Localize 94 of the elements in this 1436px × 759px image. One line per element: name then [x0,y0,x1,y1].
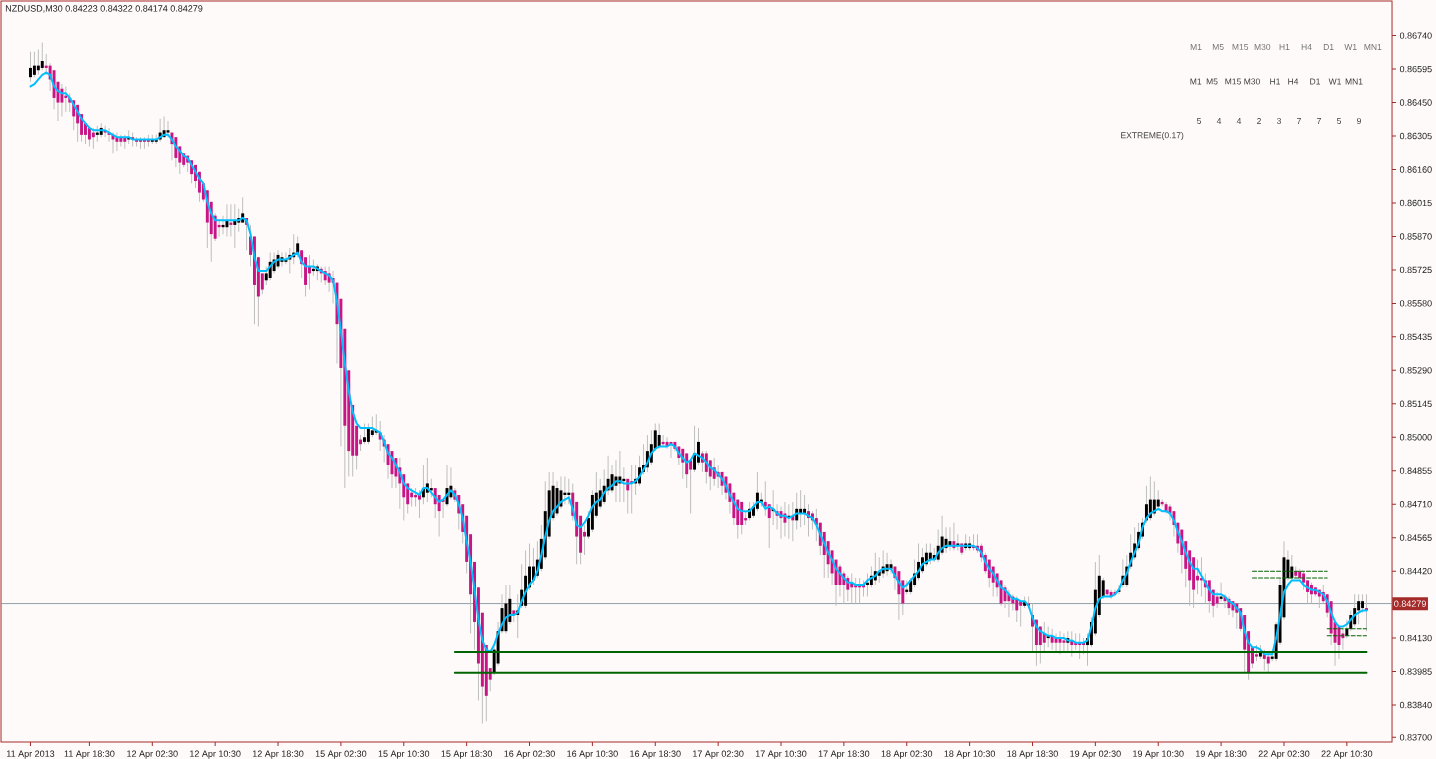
x-tick-label: 19 Apr 18:30 [1196,750,1247,759]
annotation: M30 [1244,78,1260,85]
candlestick [366,422,370,445]
y-tick-label: 0.83985 [1399,668,1432,675]
y-tick-label: 0.84855 [1399,467,1432,474]
candlestick [225,203,229,237]
y-tick-label: 0.86740 [1399,32,1432,39]
candlestick [418,489,421,519]
annotation: MN1 [1364,44,1382,50]
annotation: 7 [1317,118,1321,124]
annotation: EXTREME(0.17) [1121,132,1184,140]
annotation: 4 [1236,118,1242,124]
candlestick [697,427,700,466]
y-tick-label: 0.85435 [1399,333,1432,341]
x-tick-label: 11 Apr 18:30 [64,750,115,759]
candlestick [1357,593,1361,625]
y-tick-label: 0.85580 [1399,300,1432,307]
candlestick [40,42,44,71]
x-tick-label: 22 Apr 02:30 [1258,750,1310,759]
x-tick-label: 17 Apr 18:30 [818,750,870,759]
y-tick-label: 0.83700 [1399,734,1432,741]
annotation: M15 [1225,78,1241,85]
x-tick-label: 16 Apr 02:30 [504,750,555,759]
y-tick-label: 0.86015 [1399,199,1432,207]
candlestick [1361,593,1365,614]
x-tick-label: 15 Apr 10:30 [378,750,430,759]
x-tick-label: 17 Apr 02:30 [693,750,744,759]
annotation: H4 [1288,78,1299,85]
candlestick [763,480,767,517]
x-tick-label: 17 Apr 10:30 [755,750,807,759]
annotation: M1 [1190,44,1202,50]
y-tick-label: 0.85870 [1399,233,1432,240]
candlestick [363,422,366,445]
x-tick-label: 15 Apr 02:30 [315,750,367,759]
candlestick [264,265,268,286]
annotation: M5 [1206,78,1218,85]
annotation: H1 [1279,44,1290,50]
y-tick-label: 0.84130 [1399,634,1432,642]
y-tick-label: 0.83840 [1399,701,1432,709]
annotation: 5 [1336,118,1342,124]
x-tick-label: 12 Apr 02:30 [127,750,178,759]
annotation: D1 [1310,78,1321,85]
candlestick [29,51,32,83]
candlestick [1156,489,1160,510]
x-tick-label: 11 Apr 2013 [6,750,55,759]
annotation: H4 [1301,44,1312,50]
y-tick-label: 0.86305 [1399,132,1432,140]
candlestick [928,542,932,565]
annotation: M1 [1190,78,1202,85]
annotation: 2 [1257,118,1261,124]
candlestick [685,452,689,489]
x-tick-label: 18 Apr 10:30 [944,750,996,759]
candlestick [32,51,36,78]
y-tick-label: 0.85000 [1399,434,1432,441]
x-tick-label: 18 Apr 18:30 [1007,750,1058,759]
x-tick-label: 12 Apr 10:30 [190,750,241,759]
y-tick-label: 0.86595 [1399,65,1432,73]
ref-line-label: 0.84279 [1394,600,1426,607]
y-tick-label: 0.86160 [1399,166,1432,173]
x-tick-label: 18 Apr 02:30 [881,750,933,759]
y-tick-label: 0.84710 [1399,501,1432,508]
annotation: H1 [1270,78,1281,85]
annotation: 4 [1216,118,1222,124]
candlestick [657,422,661,450]
annotation: M15 [1232,44,1249,50]
candlestick [307,254,311,291]
y-tick-label: 0.85290 [1399,367,1432,374]
annotation: M30 [1254,43,1271,50]
x-tick-label: 19 Apr 02:30 [1070,750,1121,759]
y-tick-label: 0.86450 [1399,99,1432,106]
x-tick-label: 16 Apr 18:30 [630,750,681,759]
x-tick-label: 12 Apr 18:30 [252,750,304,759]
y-tick-label: 0.85725 [1399,266,1432,274]
candlestick [1042,621,1046,653]
chart-title: NZDUSD,M30 0.84223 0.84322 0.84174 0.84279 [5,5,203,13]
annotation: 3 [1276,117,1281,124]
candlestick [1007,589,1011,618]
candlestick [1062,632,1066,653]
annotation: D1 [1323,44,1334,50]
annotation: MN1 [1345,78,1363,85]
y-tick-label: 0.85145 [1399,400,1432,407]
y-tick-label: 0.84565 [1399,534,1432,541]
candlestick [370,416,374,438]
annotation: M5 [1212,44,1224,50]
x-tick-label: 15 Apr 18:30 [441,750,493,759]
annotation: 7 [1297,118,1301,124]
annotation: 9 [1357,117,1361,124]
annotation: 5 [1196,118,1202,124]
x-tick-label: 22 Apr 10:30 [1321,750,1373,759]
annotation: W1 [1328,78,1341,85]
x-tick-label: 16 Apr 10:30 [567,750,618,759]
y-tick-label: 0.84420 [1399,567,1432,575]
x-tick-label: 19 Apr 10:30 [1133,750,1184,759]
annotation: W1 [1344,44,1357,50]
